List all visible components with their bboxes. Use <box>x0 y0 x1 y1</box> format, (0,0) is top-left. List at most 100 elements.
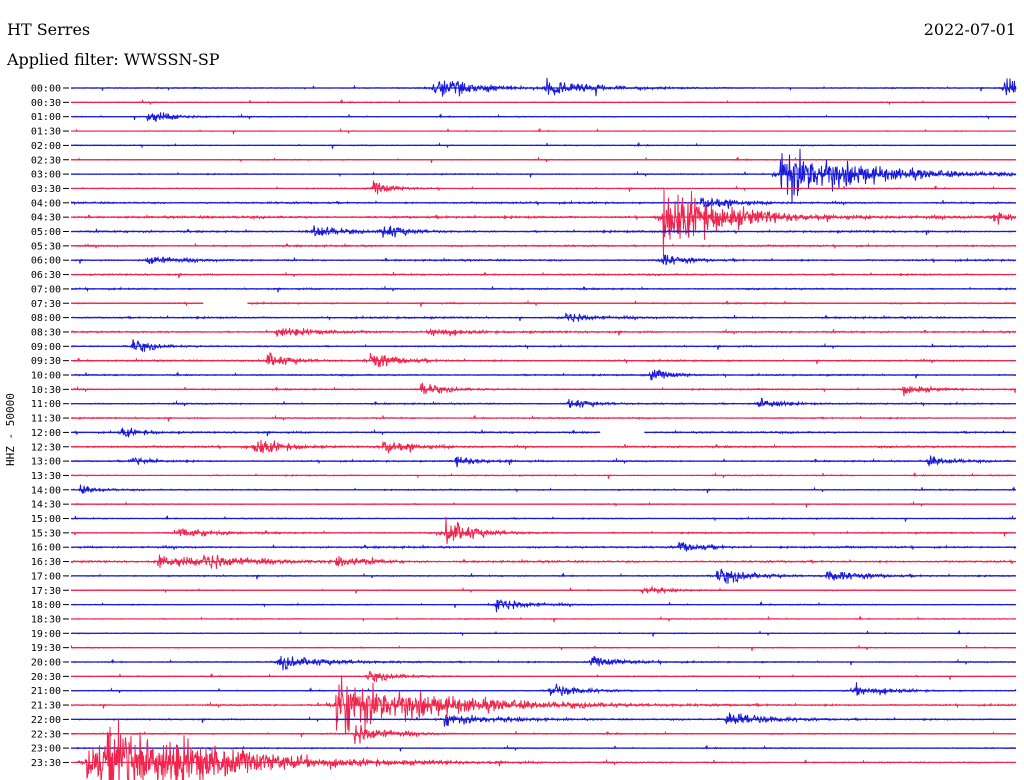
row-label-0630: 06:30 <box>31 270 61 281</box>
row-label-1100: 11:00 <box>31 399 61 410</box>
trace-1600 <box>70 541 1017 552</box>
row-label-1600: 16:00 <box>31 543 61 554</box>
row-label-0930: 09:30 <box>31 356 61 367</box>
row-label-2130: 21:30 <box>31 701 61 712</box>
trace-0500 <box>70 225 1017 238</box>
row-label-0130: 01:30 <box>31 127 61 138</box>
row-label-1400: 14:00 <box>31 485 61 496</box>
trace-0700 <box>70 285 1017 293</box>
trace-0830 <box>70 327 1017 337</box>
row-label-1200: 12:00 <box>31 428 61 439</box>
row-label-0300: 03:00 <box>31 170 61 181</box>
trace-1530 <box>70 516 1017 545</box>
trace-1430 <box>70 500 1017 508</box>
trace-0530 <box>70 242 1017 250</box>
row-label-1900: 19:00 <box>31 629 61 640</box>
trace-1000 <box>70 369 1017 381</box>
row-label-1630: 16:30 <box>31 557 61 568</box>
trace-1030 <box>70 382 1017 397</box>
row-label-0000: 00:00 <box>31 84 61 95</box>
trace-2130 <box>70 675 1017 735</box>
row-label-1800: 18:00 <box>31 600 61 611</box>
trace-0630 <box>70 271 1017 279</box>
trace-0400 <box>70 197 1017 210</box>
row-label-1330: 13:30 <box>31 471 61 482</box>
trace-1100 <box>70 397 1017 409</box>
row-label-1300: 13:00 <box>31 457 61 468</box>
trace-0100 <box>70 112 1017 122</box>
trace-0730 <box>70 299 1016 307</box>
trace-1730 <box>70 585 1017 594</box>
row-label-0600: 06:00 <box>31 256 61 267</box>
trace-0330 <box>70 180 1017 195</box>
trace-0430 <box>70 189 1017 257</box>
row-label-1730: 17:30 <box>31 586 61 597</box>
row-label-2300: 23:00 <box>31 744 61 755</box>
row-label-0030: 00:30 <box>31 98 61 109</box>
trace-1630 <box>70 554 1017 569</box>
trace-2030 <box>70 670 1017 683</box>
row-label-1030: 10:30 <box>31 385 61 396</box>
data-gap <box>203 297 248 310</box>
row-label-1230: 12:30 <box>31 442 61 453</box>
trace-1800 <box>70 599 1017 613</box>
row-label-0730: 07:30 <box>31 299 61 310</box>
row-label-0500: 05:00 <box>31 227 61 238</box>
row-label-2330: 23:30 <box>31 758 61 769</box>
row-label-1830: 18:30 <box>31 614 61 625</box>
row-label-2200: 22:00 <box>31 715 61 726</box>
row-label-0230: 02:30 <box>31 155 61 166</box>
row-label-1130: 11:30 <box>31 414 61 425</box>
trace-2330 <box>70 718 1017 780</box>
traces <box>70 77 1017 780</box>
trace-2000 <box>70 655 1017 671</box>
trace-0230 <box>70 156 1017 164</box>
trace-2200 <box>70 712 1017 727</box>
trace-1200 <box>70 427 1017 439</box>
trace-0000 <box>70 77 1017 97</box>
row-label-0100: 01:00 <box>31 112 61 123</box>
trace-2300 <box>70 744 1017 752</box>
row-label-0530: 05:30 <box>31 241 61 252</box>
row-label-0200: 02:00 <box>31 141 61 152</box>
data-gap <box>600 426 645 439</box>
trace-1930 <box>70 644 1017 651</box>
row-label-0900: 09:00 <box>31 342 61 353</box>
row-label-0430: 04:30 <box>31 213 61 224</box>
trace-0600 <box>70 254 1017 266</box>
trace-2100 <box>70 682 1017 696</box>
row-label-0830: 08:30 <box>31 327 61 338</box>
trace-0300 <box>70 148 1017 203</box>
row-label-0700: 07:00 <box>31 284 61 295</box>
trace-1830 <box>70 615 1017 623</box>
trace-0900 <box>70 339 1017 353</box>
trace-1300 <box>70 455 1017 468</box>
filter-label: Applied filter: WWSSN-SP <box>7 50 220 69</box>
row-label-0400: 04:00 <box>31 198 61 209</box>
trace-0800 <box>70 312 1017 322</box>
trace-1500 <box>70 514 1017 522</box>
row-label-2030: 20:30 <box>31 672 61 683</box>
trace-0930 <box>70 352 1017 368</box>
row-label-0800: 08:00 <box>31 313 61 324</box>
trace-0200 <box>70 141 1016 149</box>
row-label-2100: 21:00 <box>31 686 61 697</box>
row-labels: 00:00 00:30 01:00 01:30 02:00 02:30 03:00 03:30… <box>31 84 69 769</box>
row-label-1700: 17:00 <box>31 571 61 582</box>
trace-1900 <box>70 629 1017 637</box>
row-label-1500: 15:00 <box>31 514 61 525</box>
row-label-1930: 19:30 <box>31 643 61 654</box>
station-title: HT Serres <box>7 20 91 39</box>
row-label-1000: 10:00 <box>31 371 61 382</box>
trace-0130 <box>70 127 1017 135</box>
trace-1400 <box>70 484 1017 494</box>
trace-0030 <box>70 98 1017 106</box>
trace-1130 <box>70 414 1017 422</box>
row-label-1430: 14:30 <box>31 500 61 511</box>
date-label: 2022-07-01 <box>923 20 1016 39</box>
trace-2230 <box>70 724 1017 744</box>
row-label-2000: 20:00 <box>31 658 61 669</box>
row-label-0330: 03:30 <box>31 184 61 195</box>
trace-1230 <box>70 439 1017 454</box>
